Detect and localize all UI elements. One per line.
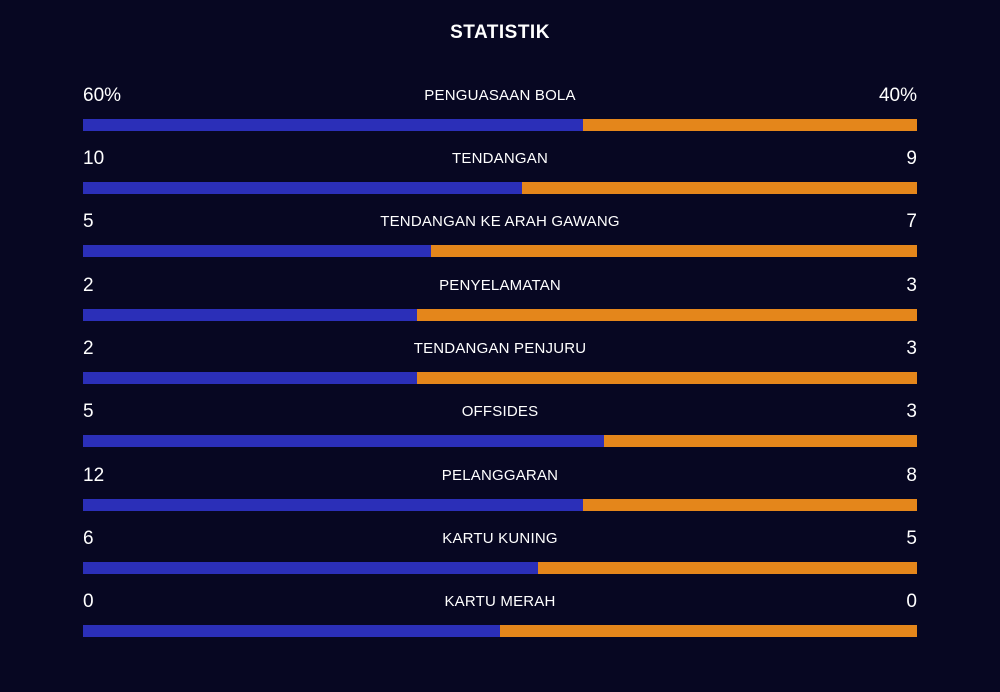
- stat-row-shots-on-target: 5 TENDANGAN KE ARAH GAWANG 7: [83, 210, 917, 260]
- away-value: 3: [906, 275, 917, 296]
- stat-label: KARTU MERAH: [444, 593, 556, 610]
- home-bar-fill: [83, 182, 522, 194]
- away-value: 40%: [878, 85, 917, 106]
- home-value: 6: [83, 528, 94, 549]
- comparison-bar: [83, 435, 917, 447]
- away-value: 7: [906, 211, 917, 232]
- stat-label: PELANGGARAN: [441, 467, 559, 484]
- comparison-bar: [83, 119, 917, 131]
- stat-label: KARTU KUNING: [442, 530, 558, 547]
- home-value: 2: [83, 275, 94, 296]
- home-bar-fill: [83, 119, 584, 131]
- stat-label: OFFSIDES: [461, 403, 539, 420]
- away-value: 5: [906, 528, 917, 549]
- stat-row-shots: 10 TENDANGAN 9: [83, 147, 917, 197]
- home-bar-fill: [83, 499, 584, 511]
- stat-row-corners: 2 TENDANGAN PENJURU 3: [83, 337, 917, 387]
- away-value: 8: [906, 465, 917, 486]
- comparison-bar: [83, 182, 917, 194]
- home-bar-fill: [83, 562, 538, 574]
- away-value: 3: [906, 338, 917, 359]
- comparison-bar: [83, 562, 917, 574]
- away-value: 3: [906, 401, 917, 422]
- comparison-bar: [83, 372, 917, 384]
- comparison-bar: [83, 499, 917, 511]
- stat-row-yellow-cards: 6 KARTU KUNING 5: [83, 527, 917, 577]
- home-value: 5: [83, 211, 94, 232]
- home-value: 5: [83, 401, 94, 422]
- stat-row-saves: 2 PENYELAMATAN 3: [83, 274, 917, 324]
- home-bar-fill: [83, 435, 605, 447]
- home-value: 10: [83, 148, 105, 169]
- home-bar-fill: [83, 309, 417, 321]
- stat-row-offsides: 5 OFFSIDES 3: [83, 400, 917, 450]
- comparison-bar: [83, 625, 917, 637]
- comparison-bar: [83, 309, 917, 321]
- panel-title: STATISTIK: [450, 22, 550, 43]
- stat-label: PENGUASAAN BOLA: [424, 87, 576, 104]
- stat-row-red-cards: 0 KARTU MERAH 0: [83, 590, 917, 640]
- home-value: 0: [83, 591, 94, 612]
- home-bar-fill: [83, 372, 417, 384]
- stat-label: PENYELAMATAN: [439, 277, 561, 294]
- stat-row-ball-possession: 60% PENGUASAAN BOLA 40%: [83, 84, 917, 134]
- home-bar-fill: [83, 625, 500, 637]
- home-value: 2: [83, 338, 94, 359]
- stat-label: TENDANGAN PENJURU: [413, 340, 587, 357]
- stat-row-fouls: 12 PELANGGARAN 8: [83, 464, 917, 514]
- home-value: 60%: [83, 85, 122, 106]
- stat-label: TENDANGAN KE ARAH GAWANG: [380, 213, 620, 230]
- away-value: 0: [906, 591, 917, 612]
- home-value: 12: [83, 465, 105, 486]
- stat-label: TENDANGAN: [452, 150, 548, 167]
- home-bar-fill: [83, 245, 431, 257]
- comparison-bar: [83, 245, 917, 257]
- away-value: 9: [906, 148, 917, 169]
